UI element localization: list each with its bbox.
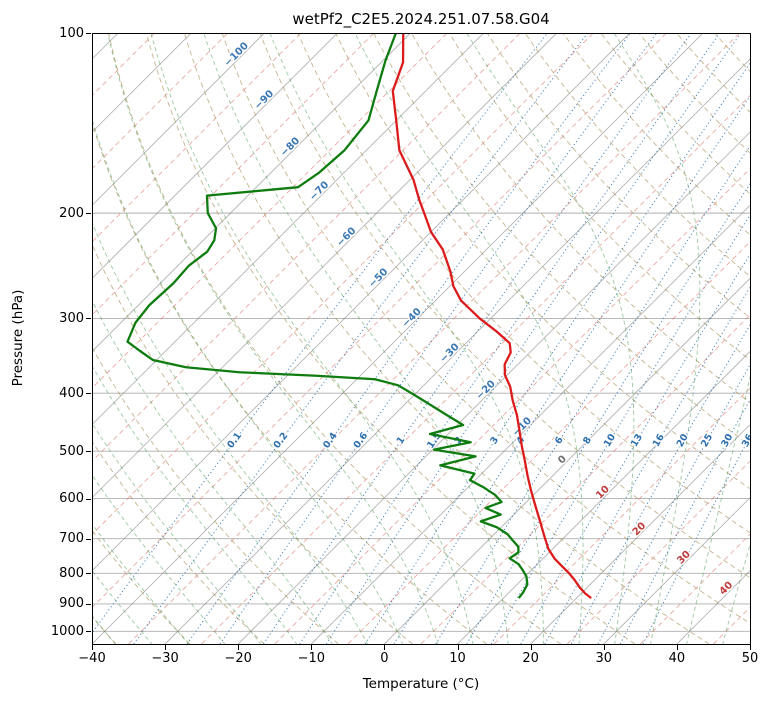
y-tick-label: 300 [59, 310, 84, 326]
y-tick-label: 900 [59, 596, 84, 612]
y-tick-label: 600 [59, 491, 84, 507]
x-tick-label: 40 [668, 651, 686, 666]
x-tick-label: −30 [151, 651, 179, 666]
x-tick-label: 0 [380, 651, 389, 666]
y-tick-label: 500 [59, 443, 84, 459]
chart-title: wetPf2_C2E5.2024.251.07.58.G04 [292, 10, 550, 28]
x-tick-label: −10 [297, 651, 326, 666]
x-tick-label: −20 [224, 651, 252, 666]
y-tick-label: 700 [59, 531, 84, 547]
x-tick-label: −40 [78, 651, 106, 666]
y-axis-label: Pressure (hPa) [10, 289, 26, 387]
y-tick-label: 100 [59, 25, 84, 41]
y-tick-label: 200 [59, 205, 84, 221]
x-tick-label: 10 [449, 651, 466, 666]
y-tick-label: 1000 [50, 623, 84, 639]
x-axis-label: Temperature (°C) [362, 676, 480, 692]
x-tick-label: 50 [741, 651, 759, 666]
y-tick-label: 800 [59, 565, 84, 581]
x-tick-label: 20 [522, 651, 539, 666]
x-tick-label: 30 [595, 651, 613, 666]
y-tick-label: 400 [59, 385, 84, 401]
